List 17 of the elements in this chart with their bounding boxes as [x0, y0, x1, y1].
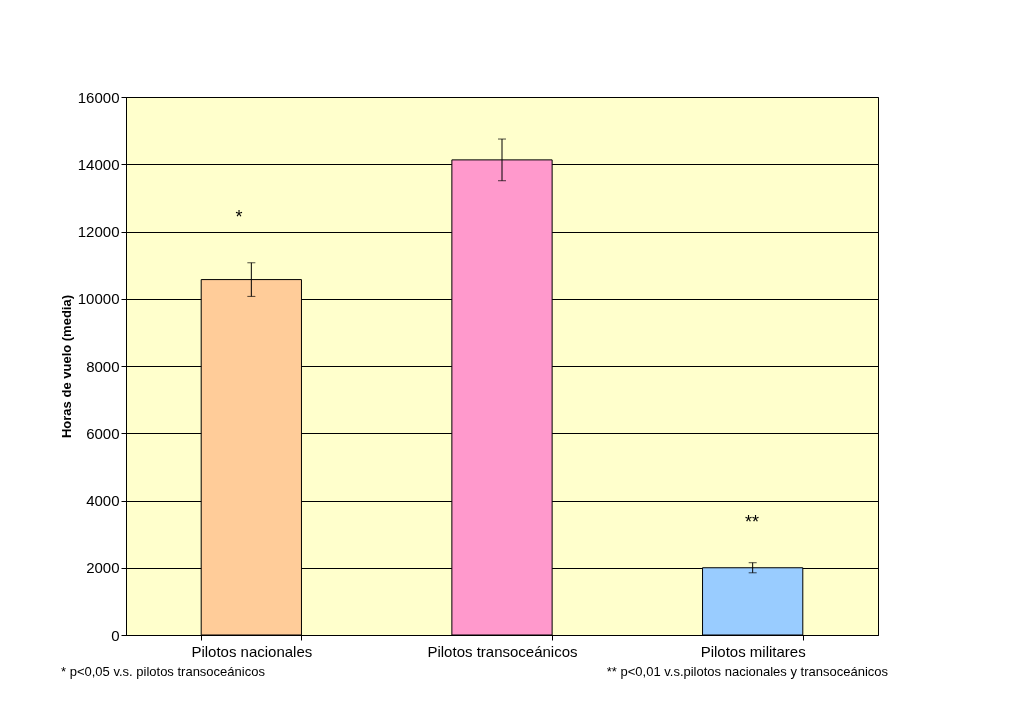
y-tick-label: 6000 — [86, 424, 120, 442]
x-tick-label: Pilotos militares — [700, 642, 806, 660]
x-tick-label: Pilotos transoceánicos — [427, 642, 578, 660]
y-tick-label: 2000 — [86, 559, 120, 577]
y-tick-label: 14000 — [77, 155, 120, 173]
y-tick-label: 0 — [111, 626, 120, 644]
y-tick-label: 10000 — [77, 290, 120, 308]
y-tick-label: 8000 — [86, 357, 120, 375]
x-tick-label: Pilotos nacionales — [191, 642, 313, 660]
annotation: * — [235, 207, 243, 227]
text: * p<0,05 v.s. pilotos transoceánicos — [61, 664, 266, 679]
annotation: ** — [744, 512, 760, 532]
text: ** p<0,01 v.s.pilotos nacionales y transoceánicos — [606, 664, 889, 679]
y-tick-label: 4000 — [86, 492, 120, 509]
y-tick-label: 12000 — [77, 223, 120, 240]
y-tick-label: 16000 — [77, 88, 120, 106]
y-axis-title: Horas de vuelo (media) — [58, 294, 74, 439]
